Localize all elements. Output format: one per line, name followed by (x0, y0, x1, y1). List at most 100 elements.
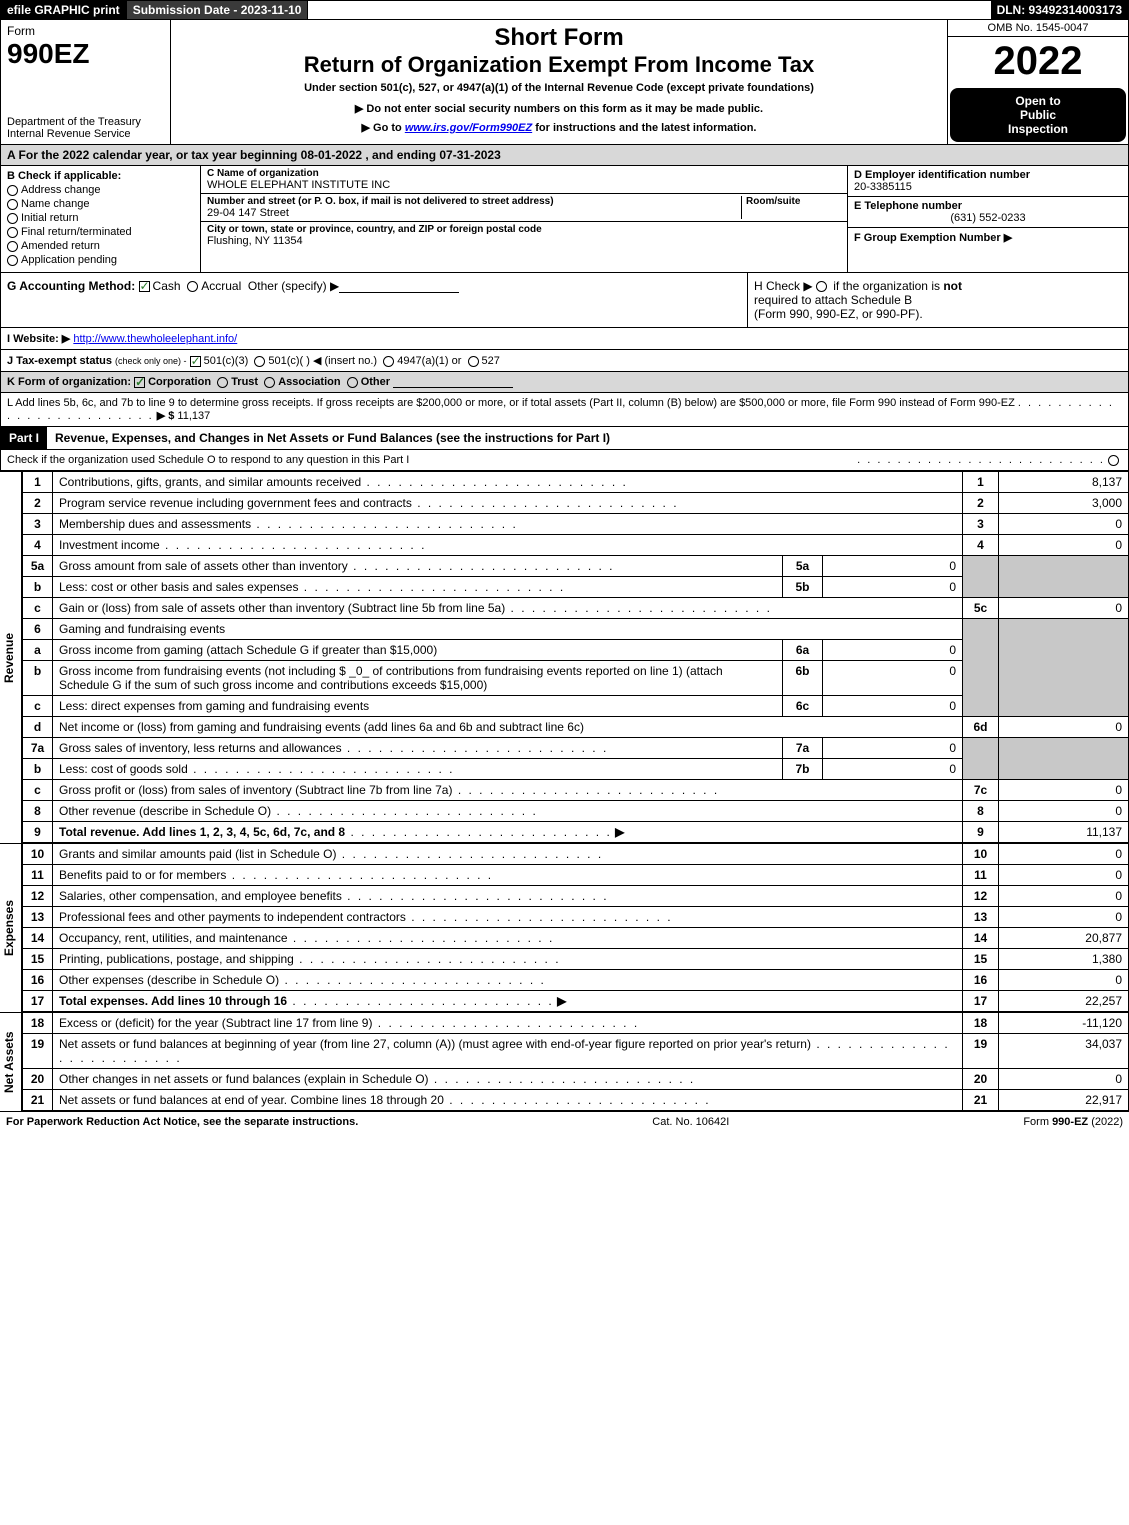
line-7c: cGross profit or (loss) from sales of in… (23, 780, 1129, 801)
chk-name-change-label: Name change (21, 198, 90, 210)
line-1: 1Contributions, gifts, grants, and simil… (23, 472, 1129, 493)
open-line1: Open to (956, 94, 1120, 108)
chk-527[interactable] (468, 356, 479, 367)
line-6: 6Gaming and fundraising events (23, 619, 1129, 640)
chk-initial-return-label: Initial return (21, 212, 78, 224)
line-17: 17Total expenses. Add lines 10 through 1… (23, 991, 1129, 1012)
chk-address-change[interactable]: Address change (7, 184, 194, 196)
chk-application-pending[interactable]: Application pending (7, 254, 194, 266)
h-line1-post: if the organization is (830, 279, 943, 293)
line-16-desc: Other expenses (describe in Schedule O) (59, 973, 279, 987)
chk-final-return-label: Final return/terminated (21, 226, 132, 238)
header-right: OMB No. 1545-0047 2022 Open to Public In… (948, 20, 1128, 144)
line-21: 21Net assets or fund balances at end of … (23, 1090, 1129, 1111)
g-other-input[interactable] (339, 281, 459, 293)
line-8-desc: Other revenue (describe in Schedule O) (59, 804, 271, 818)
line-21-desc: Net assets or fund balances at end of ye… (59, 1093, 444, 1107)
chk-trust-label: Trust (231, 376, 258, 388)
org-address: 29-04 147 Street (207, 207, 741, 219)
line-8: 8Other revenue (describe in Schedule O)8… (23, 801, 1129, 822)
form-number: 990EZ (7, 38, 164, 70)
chk-corporation[interactable] (134, 377, 145, 388)
chk-amended-return[interactable]: Amended return (7, 240, 194, 252)
footer-form-ref: Form 990-EZ (2022) (1023, 1116, 1123, 1128)
line-10: 10Grants and similar amounts paid (list … (23, 844, 1129, 865)
j-sub: (check only one) - (115, 356, 187, 366)
chk-501c3[interactable] (190, 356, 201, 367)
section-g-accounting: G Accounting Method: Cash Accrual Other … (1, 273, 748, 327)
section-a-tax-year: A For the 2022 calendar year, or tax yea… (0, 145, 1129, 166)
chk-4947-label: 4947(a)(1) or (397, 355, 461, 367)
line-4-desc: Investment income (59, 538, 160, 552)
chk-501c[interactable] (254, 356, 265, 367)
dln-label: DLN: 93492314003173 (991, 1, 1128, 19)
chk-accrual[interactable] (187, 281, 198, 292)
chk-527-label: 527 (482, 355, 500, 367)
k-label: K Form of organization: (7, 376, 131, 388)
website-link[interactable]: http://www.thewholeelephant.info/ (73, 333, 237, 345)
row-l-gross-receipts: L Add lines 5b, 6c, and 7b to line 9 to … (0, 393, 1129, 427)
line-10-desc: Grants and similar amounts paid (list in… (59, 847, 336, 861)
line-6a-desc: Gross income from gaming (attach Schedul… (59, 643, 437, 657)
chk-association-label: Association (278, 376, 340, 388)
omb-number: OMB No. 1545-0047 (948, 20, 1128, 37)
chk-4947[interactable] (383, 356, 394, 367)
row-j-tax-exempt: J Tax-exempt status (check only one) - 5… (0, 350, 1129, 372)
line-5c-desc: Gain or (loss) from sale of assets other… (59, 601, 505, 615)
i-label: I Website: ▶ (7, 333, 70, 345)
part-i-dots (857, 454, 1105, 466)
l-amount: 11,137 (177, 410, 210, 422)
header-left: Form 990EZ Department of the Treasury In… (1, 20, 171, 144)
goto-prefix: ▶ Go to (362, 122, 405, 134)
line-11-desc: Benefits paid to or for members (59, 868, 226, 882)
c-city-label: City or town, state or province, country… (207, 224, 841, 235)
section-def: D Employer identification number 20-3385… (848, 166, 1128, 272)
chk-final-return[interactable]: Final return/terminated (7, 226, 194, 238)
chk-application-pending-label: Application pending (21, 254, 117, 266)
chk-address-change-label: Address change (21, 184, 101, 196)
chk-initial-return[interactable]: Initial return (7, 212, 194, 224)
open-line3: Inspection (956, 122, 1120, 136)
line-9: 9Total revenue. Add lines 1, 2, 3, 4, 5c… (23, 822, 1129, 843)
line-6d-desc: Net income or (loss) from gaming and fun… (59, 720, 584, 734)
chk-name-change[interactable]: Name change (7, 198, 194, 210)
line-7b-desc: Less: cost of goods sold (59, 762, 188, 776)
irs-link[interactable]: www.irs.gov/Form990EZ (405, 122, 532, 134)
h-checkbox[interactable] (816, 281, 827, 292)
footer-cat-no: Cat. No. 10642I (652, 1116, 729, 1128)
line-16: 16Other expenses (describe in Schedule O… (23, 970, 1129, 991)
k-other-input[interactable] (393, 376, 513, 388)
revenue-section: Revenue 1Contributions, gifts, grants, a… (0, 471, 1129, 843)
e-phone-label: E Telephone number (854, 200, 1122, 212)
section-b-checkboxes: B Check if applicable: Address change Na… (1, 166, 201, 272)
footer-form-pre: Form (1023, 1116, 1052, 1128)
g-label: G Accounting Method: (7, 279, 135, 293)
expenses-section: Expenses 10Grants and similar amounts pa… (0, 843, 1129, 1012)
chk-cash[interactable] (139, 281, 150, 292)
line-15: 15Printing, publications, postage, and s… (23, 949, 1129, 970)
chk-cash-label: Cash (153, 279, 181, 293)
line-18-desc: Excess or (deficit) for the year (Subtra… (59, 1016, 372, 1030)
netassets-sidebar: Net Assets (0, 1012, 22, 1111)
c-name-label: C Name of organization (207, 168, 841, 179)
chk-association[interactable] (264, 377, 275, 388)
subtitle: Under section 501(c), 527, or 4947(a)(1)… (181, 82, 937, 94)
chk-amended-return-label: Amended return (21, 240, 100, 252)
b-label: B Check if applicable: (7, 170, 194, 182)
line-2-desc: Program service revenue including govern… (59, 496, 412, 510)
chk-trust[interactable] (217, 377, 228, 388)
d-ein-label: D Employer identification number (854, 169, 1122, 181)
part-i-check-box[interactable] (1108, 455, 1119, 466)
e-phone-value: (631) 552-0233 (854, 212, 1122, 224)
header-center: Short Form Return of Organization Exempt… (171, 20, 948, 144)
tax-year: 2022 (948, 37, 1128, 86)
row-i-website: I Website: ▶ http://www.thewholeelephant… (0, 328, 1129, 350)
line-3-desc: Membership dues and assessments (59, 517, 251, 531)
line-6-desc: Gaming and fundraising events (53, 619, 963, 640)
part-i-title: Revenue, Expenses, and Changes in Net As… (47, 427, 1128, 449)
line-6c-desc: Less: direct expenses from gaming and fu… (59, 699, 369, 713)
section-c-org: C Name of organization WHOLE ELEPHANT IN… (201, 166, 848, 272)
efile-print-label[interactable]: efile GRAPHIC print (1, 1, 127, 19)
line-15-desc: Printing, publications, postage, and shi… (59, 952, 294, 966)
chk-other-org[interactable] (347, 377, 358, 388)
